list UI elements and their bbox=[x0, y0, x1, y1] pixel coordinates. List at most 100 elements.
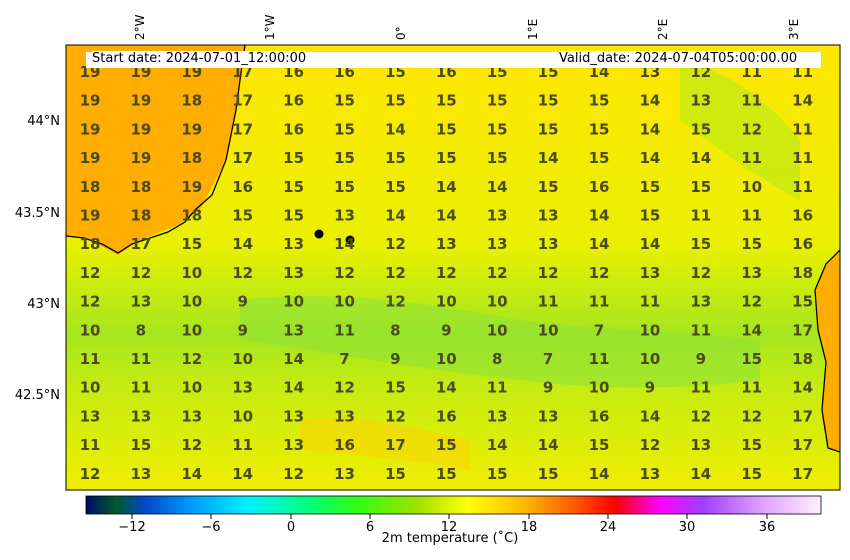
temperature-value: 10 bbox=[436, 293, 457, 311]
temperature-value: 9 bbox=[543, 379, 553, 397]
temperature-value: 13 bbox=[690, 293, 711, 311]
temperature-value: 15 bbox=[690, 120, 711, 138]
temperature-value: 12 bbox=[334, 379, 355, 397]
temperature-value: 15 bbox=[385, 149, 406, 167]
temperature-value: 10 bbox=[334, 293, 355, 311]
temperature-value: 14 bbox=[181, 465, 202, 483]
temperature-value: 17 bbox=[385, 436, 406, 454]
temperature-value: 12 bbox=[385, 264, 406, 282]
temperature-value: 17 bbox=[232, 92, 253, 110]
temperature-value: 15 bbox=[385, 465, 406, 483]
temperature-value: 13 bbox=[283, 264, 304, 282]
temperature-value: 7 bbox=[543, 350, 553, 368]
temperature-value: 15 bbox=[334, 120, 355, 138]
temperature-value: 15 bbox=[385, 379, 406, 397]
temperature-value: 12 bbox=[181, 350, 202, 368]
temperature-value: 18 bbox=[130, 207, 151, 225]
temperature-value: 15 bbox=[385, 92, 406, 110]
temperature-value: 12 bbox=[385, 407, 406, 425]
temperature-value: 18 bbox=[181, 149, 202, 167]
temperature-value: 15 bbox=[436, 120, 457, 138]
temperature-value: 11 bbox=[130, 379, 151, 397]
colorbar-tick-label: −6 bbox=[201, 520, 221, 535]
latitude-label: 44°N bbox=[27, 114, 60, 129]
temperature-value: 10 bbox=[283, 293, 304, 311]
temperature-value: 14 bbox=[232, 465, 253, 483]
temperature-value: 14 bbox=[639, 120, 660, 138]
temperature-value: 13 bbox=[130, 465, 151, 483]
temperature-value: 11 bbox=[334, 321, 355, 339]
temperature-value: 14 bbox=[436, 207, 457, 225]
temperature-value: 14 bbox=[385, 120, 406, 138]
temperature-value: 7 bbox=[339, 350, 349, 368]
temperature-value: 18 bbox=[80, 178, 101, 196]
temperature-value: 14 bbox=[589, 465, 610, 483]
temperature-value: 15 bbox=[334, 178, 355, 196]
temperature-value: 17 bbox=[792, 321, 813, 339]
temperature-value: 12 bbox=[741, 293, 762, 311]
longitude-label: 0° bbox=[394, 26, 408, 40]
temperature-value: 10 bbox=[436, 350, 457, 368]
temperature-value: 14 bbox=[283, 350, 304, 368]
temperature-value: 13 bbox=[690, 92, 711, 110]
temperature-value: 17 bbox=[130, 235, 151, 253]
temperature-value: 11 bbox=[80, 350, 101, 368]
temperature-value: 10 bbox=[181, 379, 202, 397]
temperature-value: 8 bbox=[136, 321, 146, 339]
temperature-value: 14 bbox=[436, 379, 457, 397]
temperature-value: 13 bbox=[639, 264, 660, 282]
temperature-value: 11 bbox=[232, 436, 253, 454]
temperature-value: 13 bbox=[283, 436, 304, 454]
temperature-value: 13 bbox=[639, 465, 660, 483]
temperature-value: 13 bbox=[334, 465, 355, 483]
temperature-value: 13 bbox=[538, 407, 559, 425]
temperature-value: 17 bbox=[792, 436, 813, 454]
temperature-value: 18 bbox=[792, 264, 813, 282]
temperature-value: 15 bbox=[283, 149, 304, 167]
temperature-value: 12 bbox=[385, 293, 406, 311]
temperature-value: 15 bbox=[487, 92, 508, 110]
temperature-value: 13 bbox=[232, 379, 253, 397]
temperature-value: 14 bbox=[639, 407, 660, 425]
temperature-value: 7 bbox=[594, 321, 604, 339]
temperature-value: 15 bbox=[334, 92, 355, 110]
temperature-value: 12 bbox=[538, 264, 559, 282]
temperature-value: 19 bbox=[80, 207, 101, 225]
temperature-value: 12 bbox=[181, 436, 202, 454]
temperature-value: 12 bbox=[690, 407, 711, 425]
temperature-value: 16 bbox=[283, 120, 304, 138]
temperature-value: 15 bbox=[283, 178, 304, 196]
temperature-value: 10 bbox=[639, 350, 660, 368]
temperature-value: 16 bbox=[334, 436, 355, 454]
temperature-value: 12 bbox=[232, 264, 253, 282]
temperature-value: 14 bbox=[639, 149, 660, 167]
temperature-value: 10 bbox=[741, 178, 762, 196]
temperature-value: 11 bbox=[589, 293, 610, 311]
temperature-value: 15 bbox=[181, 235, 202, 253]
longitude-label: 2°W bbox=[133, 14, 147, 41]
temperature-value: 11 bbox=[690, 207, 711, 225]
temperature-value: 8 bbox=[492, 350, 502, 368]
temperature-value: 14 bbox=[487, 178, 508, 196]
temperature-value: 14 bbox=[538, 436, 559, 454]
temperature-value: 11 bbox=[690, 321, 711, 339]
temperature-value: 9 bbox=[390, 350, 400, 368]
temperature-value: 13 bbox=[334, 207, 355, 225]
temperature-field bbox=[66, 45, 840, 490]
colorbar-tick-label: 24 bbox=[599, 520, 617, 535]
temperature-value: 15 bbox=[487, 465, 508, 483]
temperature-value: 14 bbox=[436, 178, 457, 196]
latitude-label: 43°N bbox=[27, 297, 60, 312]
temperature-value: 14 bbox=[639, 235, 660, 253]
colorbar-tick-label: 12 bbox=[440, 520, 458, 535]
temperature-value: 15 bbox=[639, 178, 660, 196]
temperature-value: 10 bbox=[487, 321, 508, 339]
temperature-value: 11 bbox=[741, 149, 762, 167]
temperature-value: 12 bbox=[80, 264, 101, 282]
temperature-value: 15 bbox=[741, 465, 762, 483]
temperature-value: 13 bbox=[487, 407, 508, 425]
temperature-value: 14 bbox=[538, 149, 559, 167]
temperature-value: 12 bbox=[80, 465, 101, 483]
